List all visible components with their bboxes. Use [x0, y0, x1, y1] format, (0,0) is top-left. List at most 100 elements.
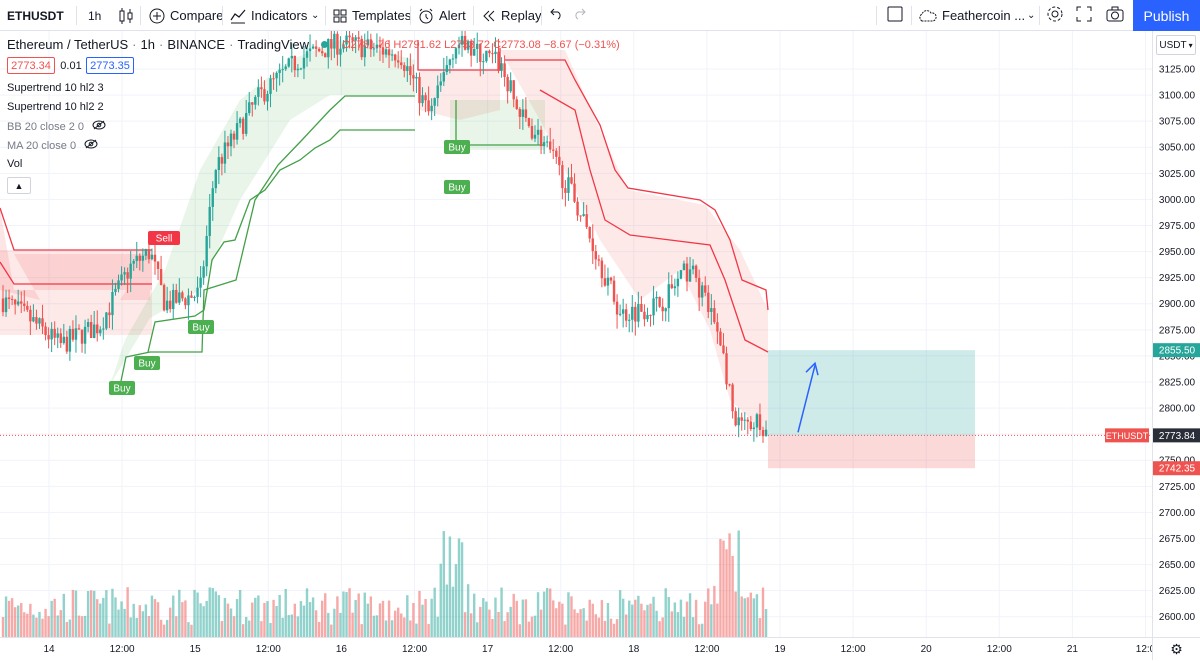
collapse-legend-button[interactable]: ▲ [7, 177, 31, 194]
volume-bar [375, 615, 379, 637]
time-tick-label: 12:00 [694, 644, 719, 655]
volume-bar [466, 584, 470, 637]
candle-body [114, 288, 117, 293]
volume-bar [521, 599, 525, 637]
volume-bar [482, 598, 485, 637]
chart-pane[interactable]: Buy Buy Buy Buy Buy Sell ETHUSDT [0, 31, 1152, 637]
indicator-supertrend-3[interactable]: Supertrend 10 hl2 3 [7, 82, 104, 94]
volume-bar [600, 600, 604, 637]
supertrend-fill [500, 50, 768, 435]
candle-body [296, 68, 300, 71]
candle-body [755, 414, 759, 428]
candle-body [737, 417, 740, 426]
candle-body [585, 214, 588, 228]
divider [541, 6, 542, 25]
symbol-tag: ETHUSDT [1106, 431, 1149, 441]
price-axis[interactable]: 3125.00 3100.00 3075.00 3050.00 3025.00 3000.… [1152, 31, 1200, 637]
volume-bar [725, 549, 728, 637]
publish-button[interactable]: Publish [1133, 0, 1200, 31]
candle-body [615, 301, 619, 315]
templates-button[interactable]: Templates [333, 0, 411, 31]
currency-selector[interactable]: USDT ▾ [1156, 35, 1196, 55]
volume-bar [99, 603, 102, 637]
volume-bar [190, 624, 193, 637]
candle-body [460, 35, 464, 45]
volume-bar [515, 600, 518, 637]
volume-bar [205, 600, 208, 637]
compare-button[interactable]: Compare [149, 0, 223, 31]
price-tick-label: 2725.00 [1159, 482, 1196, 493]
candle-body [412, 75, 415, 79]
chart-type-button[interactable] [118, 0, 139, 31]
indicator-bb[interactable]: BB 20 close 2 0 [7, 120, 106, 133]
volume-bar [266, 601, 269, 637]
supertrend-upper-line [505, 59, 769, 311]
sell-price-button[interactable]: 2773.34 [7, 57, 55, 74]
candle-body [275, 72, 278, 79]
candle-body [120, 274, 123, 281]
candle-body [308, 48, 312, 52]
interval-button[interactable]: 1h [88, 0, 101, 31]
volume-bar [603, 620, 607, 637]
candle-body [260, 87, 263, 90]
replay-button[interactable]: Replay [482, 0, 541, 31]
candle-body [311, 46, 315, 49]
position-target-zone [768, 350, 975, 436]
axis-settings-button[interactable]: ⚙ [1152, 637, 1200, 660]
settings-button[interactable] [1046, 0, 1064, 31]
candle-body [83, 326, 87, 344]
symbol-search[interactable]: ETHUSDT [7, 0, 64, 31]
volume-bar [7, 600, 11, 637]
alert-label: Alert [439, 8, 466, 23]
volume-bar [606, 602, 610, 637]
volume-bar [658, 621, 661, 637]
indicator-supertrend-2[interactable]: Supertrend 10 hl2 2 [7, 101, 104, 113]
price-tick-label: 2825.00 [1159, 377, 1196, 388]
buy-signal: Buy [448, 143, 465, 154]
candle-body [579, 215, 582, 217]
candle-body [549, 141, 552, 150]
fullscreen-checkbox[interactable] [887, 0, 903, 31]
compare-label: Compare [170, 8, 224, 23]
price-chart[interactable]: Buy Buy Buy Buy Buy Sell ETHUSDT [0, 31, 1152, 637]
layout-dropdown[interactable]: ⌄ [1027, 0, 1035, 31]
candle-body [348, 35, 351, 38]
supertrend-upper-line [0, 261, 152, 285]
volume-bar [327, 612, 330, 637]
snapshot-button[interactable] [1106, 0, 1124, 31]
candle-body [442, 72, 445, 82]
volume-bar [418, 590, 421, 637]
volume-bar [193, 589, 196, 637]
buy-signal: Buy [192, 323, 209, 334]
candle-body [26, 305, 29, 310]
candle-body [591, 238, 594, 252]
volume-bar [415, 623, 418, 637]
eye-off-icon[interactable] [92, 120, 106, 133]
indicator-ma[interactable]: MA 20 close 0 [7, 139, 98, 152]
indicators-button[interactable]: Indicators [230, 0, 307, 31]
alert-button[interactable]: Alert [418, 0, 466, 31]
candle-body [567, 177, 570, 193]
candle-body [229, 133, 233, 147]
volume-bar [728, 533, 731, 637]
undo-button[interactable] [549, 0, 563, 31]
volume-bar [384, 620, 388, 637]
indicators-dropdown[interactable]: ⌄ [311, 0, 319, 31]
indicator-volume[interactable]: Vol [7, 158, 22, 170]
time-axis[interactable]: 14 12:00 15 12:00 16 12:00 17 12:00 18 12:00 19 12:… [0, 637, 1152, 660]
candle-body [272, 78, 275, 80]
volume-bar [664, 588, 667, 637]
candle-body [235, 123, 239, 140]
layout-selector[interactable]: Feathercoin ... [917, 0, 1025, 31]
eye-off-icon[interactable] [84, 139, 98, 152]
buy-price-button[interactable]: 2773.35 [86, 57, 134, 74]
candle-body [23, 303, 26, 306]
redo-button[interactable] [573, 0, 587, 31]
volume-bar [381, 600, 385, 637]
fullscreen-button[interactable] [1076, 0, 1092, 31]
supertrend-upper-line [539, 89, 769, 353]
ask-price: 2773.35 [90, 59, 130, 72]
volume-bar [248, 620, 251, 637]
candle-body [433, 98, 436, 106]
candle-body [317, 48, 321, 52]
